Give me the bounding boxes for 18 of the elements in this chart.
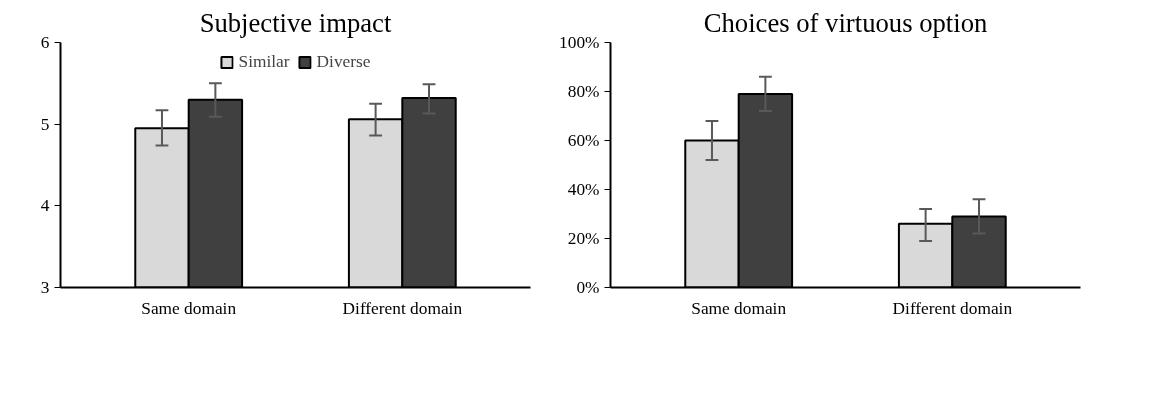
y-tick-label: 0% <box>576 278 600 297</box>
x-tick-label: Different domain <box>892 298 1013 318</box>
y-tick-label: 100% <box>559 33 600 52</box>
chart-title: Subjective impact <box>199 7 392 38</box>
legend-label: Similar <box>238 52 290 72</box>
legend-label: Diverse <box>316 52 371 72</box>
x-tick-label: Different domain <box>342 298 463 318</box>
y-tick-label: 5 <box>40 114 50 134</box>
y-tick-label: 3 <box>40 278 50 297</box>
chart-title: Choices of virtuous option <box>703 7 988 38</box>
y-tick-label: 80% <box>567 82 600 101</box>
y-tick-label: 4 <box>40 196 50 216</box>
y-tick-label: 60% <box>567 131 600 150</box>
y-tick-label: 20% <box>567 229 600 248</box>
y-tick-label: 6 <box>40 33 50 52</box>
y-tick-label: 40% <box>567 180 600 199</box>
x-tick-label: Same domain <box>141 298 237 318</box>
x-tick-label: Same domain <box>691 298 787 318</box>
